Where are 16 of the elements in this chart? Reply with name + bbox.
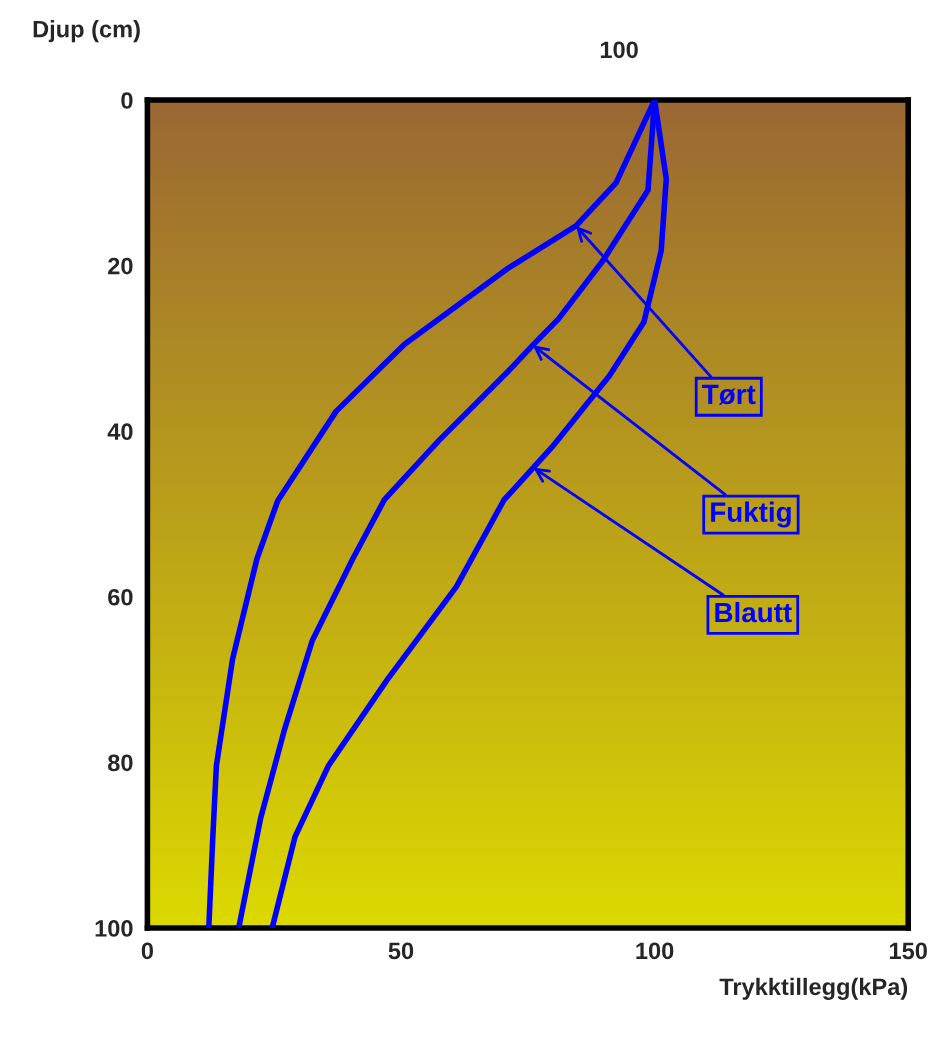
y-tick-label: 100 [95,920,133,937]
x-tick-label: 0 [141,942,153,960]
x-tick-label: 50 [388,942,414,960]
text: 100 [600,41,638,59]
x-tick-label: 100 [636,942,674,960]
annotation: Blautt [715,601,792,623]
y-tick-label: 20 [108,257,133,275]
x-tick-label: 150 [890,942,927,960]
x-axis-title: Trykktillegg(kPa) [719,977,908,1000]
y-tick-label: 60 [108,588,133,606]
annotation: Fuktig [711,501,791,528]
annotation: Tørt [702,384,756,405]
y-tick-label: 80 [108,754,133,772]
y-tick-label: 40 [107,423,133,441]
y-axis-title: Djup (cm) [33,20,140,43]
y-tick-label: 0 [121,92,133,109]
